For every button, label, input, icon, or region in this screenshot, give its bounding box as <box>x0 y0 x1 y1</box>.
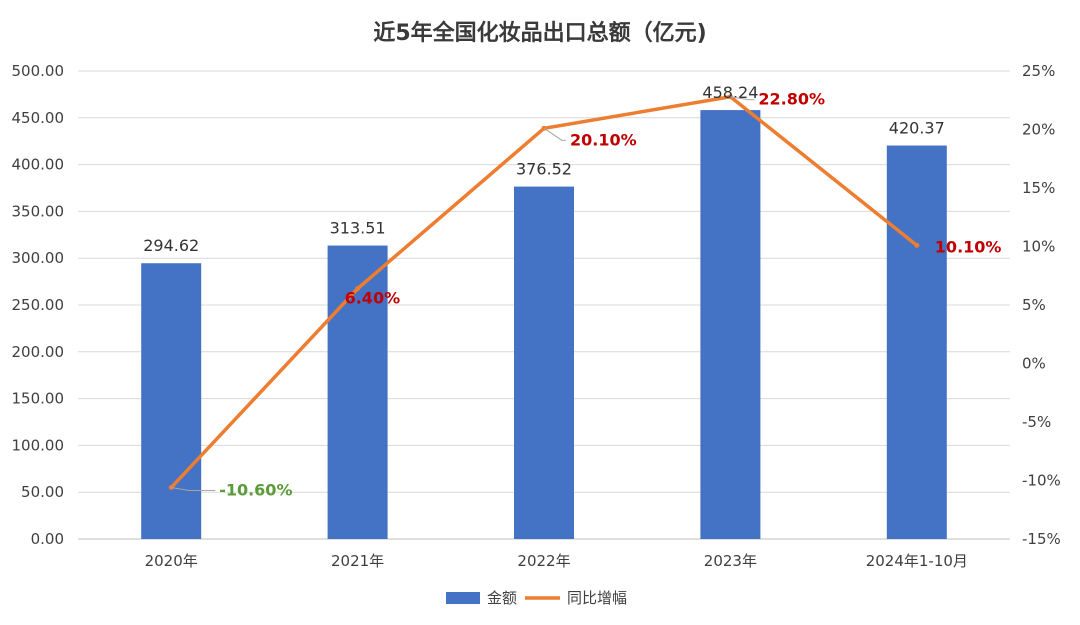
x-tick-label: 2023年 <box>704 552 757 570</box>
growth-value-label: 22.80% <box>758 90 825 109</box>
right-tick-label: 25% <box>1022 62 1055 80</box>
left-tick-label: 250.00 <box>12 296 65 314</box>
x-tick-label: 2021年 <box>331 552 384 570</box>
right-tick-label: 10% <box>1022 238 1055 256</box>
right-tick-label: 20% <box>1022 121 1055 139</box>
legend: 金额 同比增幅 <box>446 589 627 607</box>
line-series <box>168 94 920 491</box>
bar-value-label: 294.62 <box>143 236 199 255</box>
legend-bar-label: 金额 <box>487 589 517 607</box>
left-y-axis: 0.00 50.00 100.00 150.00 200.00 250.00 300.00 3… <box>12 62 65 548</box>
x-tick-label: 2022年 <box>517 552 570 570</box>
label-leader-line <box>543 127 566 141</box>
bar <box>886 145 947 539</box>
growth-value-label: 10.10% <box>935 237 1002 256</box>
x-tick-label: 2020年 <box>145 552 198 570</box>
bar <box>141 263 202 539</box>
left-tick-label: 400.00 <box>12 156 65 174</box>
bar <box>327 245 388 540</box>
left-tick-label: 350.00 <box>12 202 65 220</box>
bar-series <box>141 110 947 540</box>
left-tick-label: 450.00 <box>12 109 65 127</box>
left-tick-label: 300.00 <box>12 249 65 267</box>
right-tick-label: -10% <box>1022 472 1061 490</box>
x-tick-label: 2024年1-10月 <box>866 552 968 570</box>
line-point <box>914 242 920 248</box>
bar-value-label: 420.37 <box>889 119 945 138</box>
label-leader-line <box>730 96 755 101</box>
left-tick-label: 150.00 <box>12 390 65 408</box>
left-tick-label: 50.00 <box>21 483 64 501</box>
line-data-labels: -10.60% 6.40% 20.10% 22.80% 10.10% <box>171 90 1001 500</box>
bar-value-label: 313.51 <box>330 219 386 238</box>
bar-value-label: 458.24 <box>702 83 758 102</box>
left-tick-label: 500.00 <box>12 62 65 80</box>
right-tick-label: -15% <box>1022 530 1061 548</box>
growth-value-label: -10.60% <box>219 481 292 500</box>
left-tick-label: 100.00 <box>12 436 65 454</box>
bar <box>514 186 574 540</box>
bar-value-label: 376.52 <box>516 160 572 179</box>
left-tick-label: 0.00 <box>31 530 64 548</box>
right-tick-label: 15% <box>1022 179 1055 197</box>
right-tick-label: 5% <box>1022 296 1046 314</box>
bar-data-labels: 294.62 313.51 376.52 458.24 420.37 <box>143 83 945 255</box>
legend-bar-swatch <box>446 592 480 604</box>
chart-title: 近5年全国化妆品出口总额（亿元) <box>373 20 706 46</box>
line-point <box>355 286 361 292</box>
right-y-axis: -15% -10% -5% 0% 5% 10% 15% 20% 25% <box>1022 62 1061 548</box>
label-leader-line <box>171 487 216 492</box>
x-axis: 2020年 2021年 2022年 2023年 2024年1-10月 <box>145 552 968 570</box>
growth-value-label: 20.10% <box>570 130 637 149</box>
right-tick-label: 0% <box>1022 355 1046 373</box>
growth-value-label: 6.40% <box>345 289 401 308</box>
bar <box>700 110 761 540</box>
left-tick-label: 200.00 <box>12 343 65 361</box>
right-tick-label: -5% <box>1022 413 1051 431</box>
legend-line-label: 同比增幅 <box>567 589 627 607</box>
